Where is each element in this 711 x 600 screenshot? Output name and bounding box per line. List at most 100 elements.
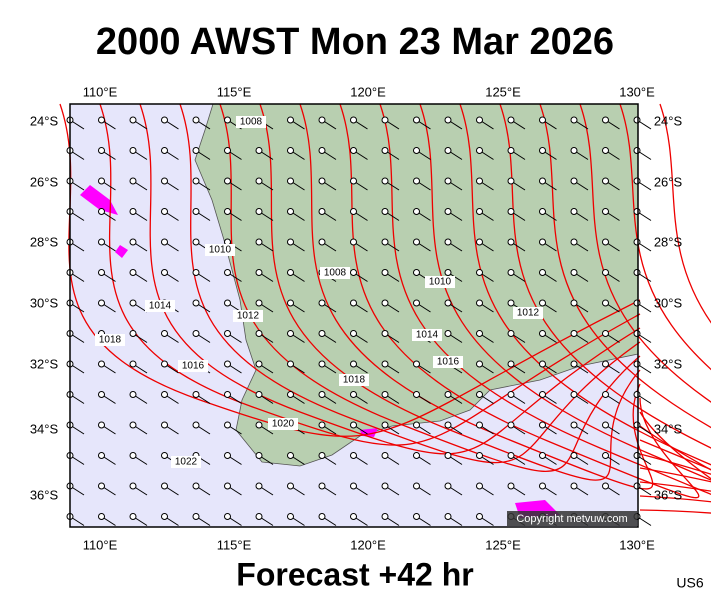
station: [318, 177, 326, 185]
isobar-label: 1016: [437, 357, 460, 368]
station: [129, 452, 137, 459]
station: [224, 208, 231, 215]
station: [224, 482, 231, 490]
station: [224, 360, 231, 368]
station: [602, 269, 609, 276]
station: [602, 330, 609, 337]
station: [98, 177, 105, 185]
station: [602, 391, 609, 398]
station: [98, 269, 105, 276]
station: [413, 238, 420, 246]
station: [633, 360, 641, 368]
station: [413, 482, 420, 490]
station: [287, 513, 294, 520]
station: [633, 238, 641, 246]
station: [633, 269, 641, 276]
isobar-label: 1014: [149, 301, 172, 312]
station: [350, 482, 357, 490]
station: [192, 269, 200, 276]
station: [129, 269, 137, 276]
station: [224, 452, 231, 459]
station: [633, 116, 641, 124]
isobar-label: 1012: [237, 311, 260, 322]
lon-label: 115°E: [217, 84, 252, 99]
station: [602, 147, 609, 154]
station: [539, 177, 546, 185]
station: [350, 208, 357, 215]
station: [255, 147, 263, 154]
station: [129, 177, 137, 185]
station: [161, 238, 168, 246]
lat-label: 30°S: [654, 295, 683, 310]
isobar-label: 1008: [324, 268, 347, 279]
station: [602, 238, 609, 246]
lon-label: 110°E: [83, 84, 118, 99]
station: [318, 452, 326, 459]
isobar-label-box: [171, 456, 201, 468]
isobar-label-box: [412, 329, 442, 341]
lon-label: 130°E: [619, 84, 655, 99]
station: [602, 299, 609, 307]
station: [633, 482, 641, 490]
station: [224, 391, 231, 398]
station: [507, 482, 515, 490]
isobar-label: 1010: [429, 277, 452, 288]
isobar: [639, 103, 711, 514]
station: [381, 147, 389, 154]
copyright-box: [507, 511, 637, 526]
station: [129, 238, 137, 246]
station: [539, 116, 546, 124]
station: [476, 330, 483, 337]
station: [444, 116, 452, 124]
station: [570, 360, 578, 368]
station: [476, 452, 483, 459]
station: [255, 177, 263, 185]
station: [287, 208, 294, 215]
station: [129, 330, 137, 337]
station: [444, 208, 452, 215]
station: [444, 452, 452, 459]
station: [602, 482, 609, 490]
station: [476, 482, 483, 490]
station: [507, 208, 515, 215]
station: [192, 421, 200, 429]
station: [633, 330, 641, 337]
station: [129, 391, 137, 398]
station: [570, 208, 578, 215]
labels: 110°E 110°E 115°E 115°E 120°E 120°E 125°E 125°E…: [30, 84, 683, 552]
station: [633, 208, 641, 215]
station: [413, 513, 420, 520]
lon-label: 120°E: [350, 84, 386, 99]
station: [287, 482, 294, 490]
station: [192, 330, 200, 337]
station: [381, 482, 389, 490]
station: [192, 238, 200, 246]
station: [507, 299, 515, 307]
station: [633, 177, 641, 185]
isobar-label-box: [433, 356, 463, 368]
station: [413, 391, 420, 398]
station: [287, 147, 294, 154]
station: [381, 421, 389, 429]
station: [507, 116, 515, 124]
lat-label: 30°S: [30, 295, 59, 310]
station: [413, 208, 420, 215]
station: [161, 391, 168, 398]
station: [161, 330, 168, 337]
station: [98, 360, 105, 368]
isobar-label-box: [339, 374, 369, 386]
station: [129, 208, 137, 215]
isobar-label-box: [145, 300, 175, 312]
station: [161, 360, 168, 368]
station: [129, 116, 137, 124]
station: [602, 452, 609, 459]
lat-label: 26°S: [30, 174, 59, 189]
station: [570, 238, 578, 246]
station: [444, 391, 452, 398]
lon-label: 115°E: [217, 537, 252, 552]
station: [98, 421, 105, 429]
isobar-label: 1012: [517, 308, 540, 319]
lon-label: 125°E: [485, 537, 521, 552]
isobar: [99, 103, 641, 446]
